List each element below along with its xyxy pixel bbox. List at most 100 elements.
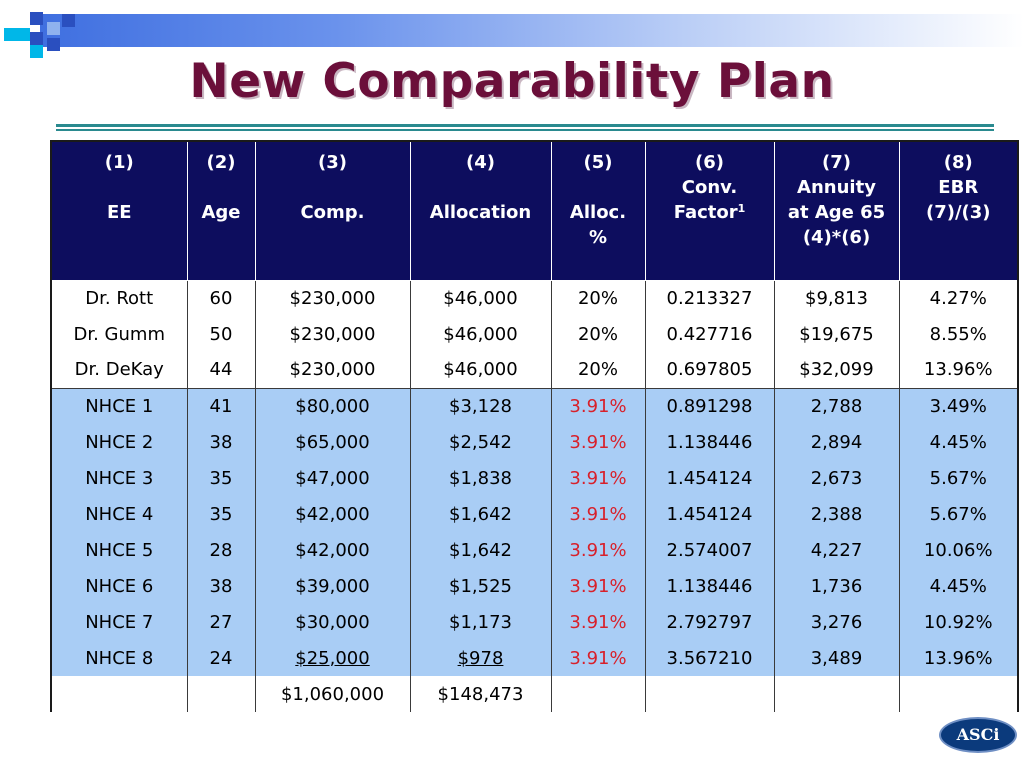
header-annuity: (7) Annuity at Age 65 (4)*(6) bbox=[773, 140, 900, 281]
cell-ee: Dr. Gumm bbox=[50, 316, 188, 352]
cell-total-annuity bbox=[773, 676, 900, 712]
cell-ebr: 13.96% bbox=[898, 640, 1019, 676]
header-label: EE bbox=[106, 202, 132, 223]
header-number: (3) bbox=[318, 152, 347, 173]
header-ebr: (8) EBR (7)/(3) bbox=[898, 140, 1019, 281]
cell-allocation: $46,000 bbox=[409, 316, 552, 352]
cell-ebr: 10.06% bbox=[898, 532, 1019, 568]
table-row-totals: $1,060,000 $148,473 bbox=[50, 676, 1019, 712]
header-ee: (1) EE bbox=[50, 140, 188, 281]
header-age: (2) Age bbox=[186, 140, 256, 281]
cell-ee: NHCE 1 bbox=[50, 387, 188, 424]
table-row-nhce: NHCE 5 28 $42,000 $1,642 3.91% 2.574007 … bbox=[50, 532, 1019, 568]
cell-ee: NHCE 8 bbox=[50, 640, 188, 676]
cell-annuity: $32,099 bbox=[773, 352, 900, 388]
header-number: (1) bbox=[104, 152, 134, 173]
cell-annuity: 2,894 bbox=[773, 424, 900, 460]
asci-logo: ASCi bbox=[939, 717, 1017, 753]
header-alloc-pct: (5) Alloc. % bbox=[550, 140, 646, 281]
table-row-hce: Dr. DeKay 44 $230,000 $46,000 20% 0.6978… bbox=[50, 352, 1019, 388]
table-row-nhce: NHCE 2 38 $65,000 $2,542 3.91% 1.138446 … bbox=[50, 424, 1019, 460]
cell-allocation: $46,000 bbox=[409, 352, 552, 388]
cell-age: 41 bbox=[186, 387, 256, 424]
cell-allocation: $2,542 bbox=[409, 424, 552, 460]
title-rule-secondary bbox=[56, 129, 994, 131]
cell-ebr: 3.49% bbox=[898, 387, 1019, 424]
cell-allocation: $1,173 bbox=[409, 604, 552, 640]
cell-comp-value: $25,000 bbox=[295, 647, 370, 669]
cell-comp: $65,000 bbox=[254, 424, 411, 460]
header-number: (8) bbox=[943, 152, 973, 173]
cell-allocation: $1,642 bbox=[409, 532, 552, 568]
cell-age: 28 bbox=[186, 532, 256, 568]
cell-age: 50 bbox=[186, 316, 256, 352]
cell-total-alloc-pct bbox=[550, 676, 646, 712]
header-number: (4) bbox=[466, 152, 495, 173]
page-title: New Comparability Plan bbox=[189, 54, 835, 109]
table-row-nhce: NHCE 7 27 $30,000 $1,173 3.91% 2.792797 … bbox=[50, 604, 1019, 640]
table-row-nhce: NHCE 3 35 $47,000 $1,838 3.91% 1.454124 … bbox=[50, 460, 1019, 496]
header-allocation: (4) Allocation bbox=[409, 140, 552, 281]
header-label: Age bbox=[201, 202, 241, 223]
cell-conv-factor: 1.454124 bbox=[644, 460, 775, 496]
cell-ee: NHCE 3 bbox=[50, 460, 188, 496]
cell-ebr: 5.67% bbox=[898, 460, 1019, 496]
cell-conv-factor: 0.697805 bbox=[644, 352, 775, 388]
cell-ebr: 13.96% bbox=[898, 352, 1019, 388]
cell-alloc-pct: 3.91% bbox=[550, 568, 646, 604]
cell-alloc-pct: 3.91% bbox=[550, 604, 646, 640]
cell-alloc-pct: 20% bbox=[550, 352, 646, 388]
cell-comp: $30,000 bbox=[254, 604, 411, 640]
cell-ee: NHCE 2 bbox=[50, 424, 188, 460]
cell-conv-factor: 0.891298 bbox=[644, 387, 775, 424]
cell-age: 27 bbox=[186, 604, 256, 640]
table-header-row: (1) EE (2) Age (3) Comp. (4) Allocation … bbox=[50, 140, 1019, 281]
cell-ee: NHCE 5 bbox=[50, 532, 188, 568]
table-row-nhce: NHCE 8 24 $25,000 $978 3.91% 3.567210 3,… bbox=[50, 640, 1019, 676]
cell-comp: $80,000 bbox=[254, 387, 411, 424]
header-number: (7) bbox=[822, 152, 851, 173]
cell-alloc-pct: 3.91% bbox=[550, 496, 646, 532]
cell-comp: $230,000 bbox=[254, 352, 411, 388]
cell-ebr: 10.92% bbox=[898, 604, 1019, 640]
cell-ebr: 4.45% bbox=[898, 424, 1019, 460]
cell-conv-factor: 1.138446 bbox=[644, 568, 775, 604]
cell-total-allocation: $148,473 bbox=[409, 676, 552, 712]
cell-total-ebr bbox=[898, 676, 1019, 712]
cell-alloc-pct: 3.91% bbox=[550, 640, 646, 676]
cell-annuity: $9,813 bbox=[773, 280, 900, 316]
cell-ee: NHCE 6 bbox=[50, 568, 188, 604]
header-comp: (3) Comp. bbox=[254, 140, 411, 281]
header-number: (6) bbox=[695, 152, 724, 173]
table-row-hce: Dr. Gumm 50 $230,000 $46,000 20% 0.42771… bbox=[50, 316, 1019, 352]
cell-total-age bbox=[186, 676, 256, 712]
header-conv-factor: (6) Conv. Factor1 bbox=[644, 140, 775, 281]
cell-allocation-value: $978 bbox=[457, 647, 504, 669]
header-number: (5) bbox=[583, 152, 613, 173]
cell-alloc-pct: 3.91% bbox=[550, 532, 646, 568]
table-row-nhce: NHCE 6 38 $39,000 $1,525 3.91% 1.138446 … bbox=[50, 568, 1019, 604]
cell-allocation: $1,838 bbox=[409, 460, 552, 496]
cell-age: 35 bbox=[186, 460, 256, 496]
cell-comp: $47,000 bbox=[254, 460, 411, 496]
cell-ebr: 4.45% bbox=[898, 568, 1019, 604]
cell-alloc-pct: 3.91% bbox=[550, 460, 646, 496]
cell-age: 35 bbox=[186, 496, 256, 532]
cell-annuity: 1,736 bbox=[773, 568, 900, 604]
cell-allocation: $1,525 bbox=[409, 568, 552, 604]
comparability-table: (1) EE (2) Age (3) Comp. (4) Allocation … bbox=[50, 140, 1019, 712]
cell-ee: Dr. DeKay bbox=[50, 352, 188, 388]
cell-ee: NHCE 7 bbox=[50, 604, 188, 640]
cell-conv-factor: 1.454124 bbox=[644, 496, 775, 532]
cell-alloc-pct: 3.91% bbox=[550, 387, 646, 424]
cell-annuity: 2,388 bbox=[773, 496, 900, 532]
cell-annuity: 4,227 bbox=[773, 532, 900, 568]
cell-conv-factor: 1.138446 bbox=[644, 424, 775, 460]
table-row-nhce: NHCE 1 41 $80,000 $3,128 3.91% 0.891298 … bbox=[50, 387, 1019, 424]
cell-ebr: 4.27% bbox=[898, 280, 1019, 316]
cell-annuity: $19,675 bbox=[773, 316, 900, 352]
cell-conv-factor: 0.427716 bbox=[644, 316, 775, 352]
cell-ebr: 8.55% bbox=[898, 316, 1019, 352]
cell-comp: $230,000 bbox=[254, 316, 411, 352]
cell-allocation: $1,642 bbox=[409, 496, 552, 532]
